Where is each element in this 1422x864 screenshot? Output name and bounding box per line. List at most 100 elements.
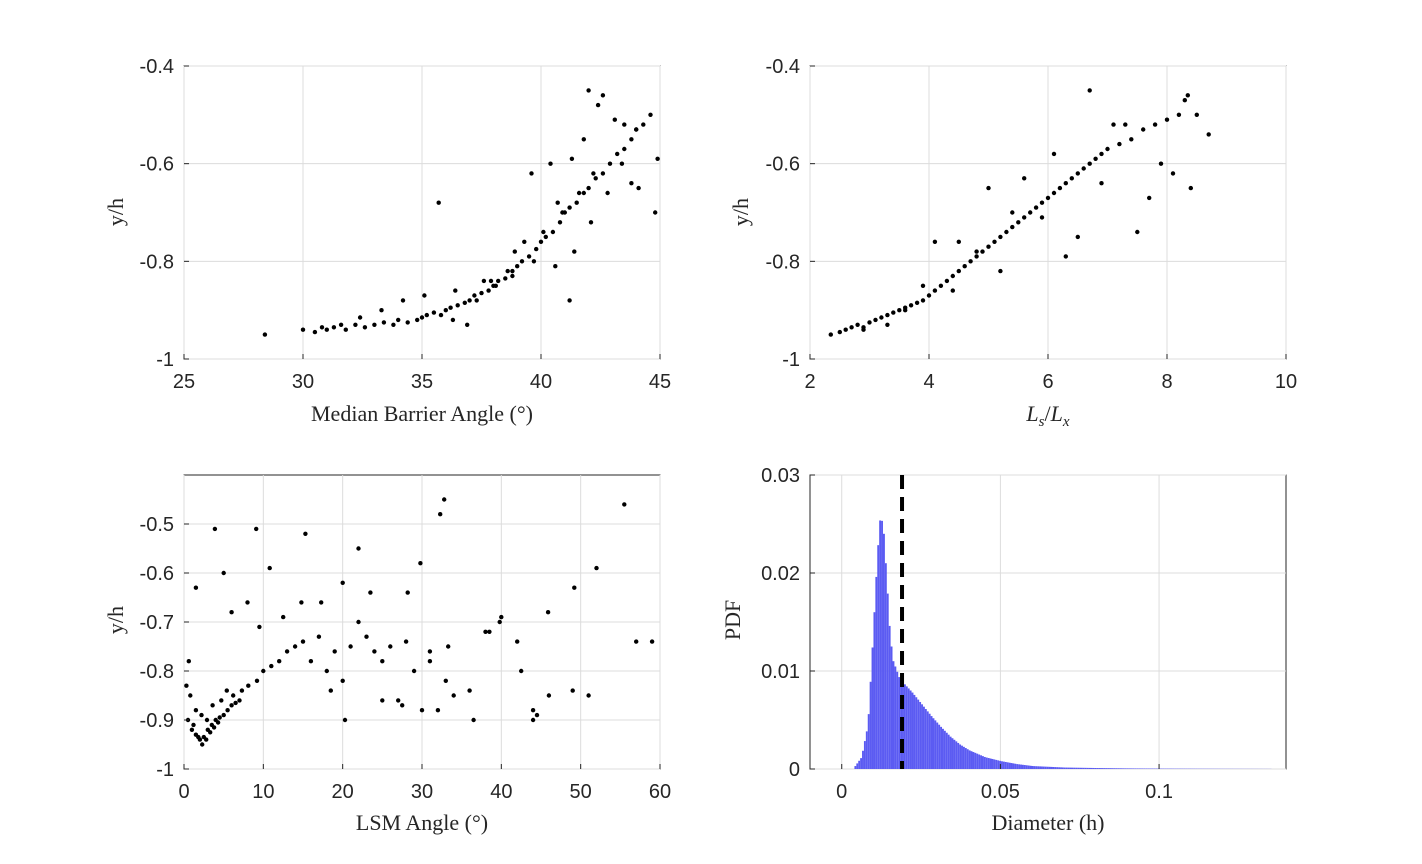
scatter-point (543, 234, 548, 240)
scatter-point (237, 698, 242, 703)
scatter-point (340, 580, 345, 585)
scatter-point (534, 246, 539, 252)
scatter-point (622, 502, 627, 507)
histogram-bar (879, 520, 882, 769)
histogram-bar (922, 706, 925, 769)
histogram-bar (1120, 768, 1123, 769)
histogram-bar (1117, 768, 1120, 769)
histogram-bar (882, 533, 885, 769)
scatter-point (1063, 181, 1069, 186)
histogram-bar (974, 752, 977, 769)
histogram-bar (985, 757, 988, 769)
x-tick-label: 4 (923, 371, 934, 393)
scatter-point (849, 325, 854, 330)
histogram-bar (1004, 761, 1007, 769)
scatter-point (653, 210, 658, 215)
scatter-point (239, 688, 245, 693)
scatter-point (465, 322, 470, 327)
scatter-point (586, 693, 591, 698)
scatter-point (553, 264, 558, 269)
histogram-bar (964, 748, 967, 769)
scatter-point (1063, 254, 1069, 259)
scatter-point (1176, 112, 1182, 118)
panel-median-barrier-angle: 25 30 35 40 45 -1 -0.8 -0.6 -0.4 Median Barrier … (103, 56, 671, 426)
scatter-point (1051, 190, 1057, 196)
x-tick-label: 0 (836, 781, 847, 803)
scatter-point (319, 325, 325, 330)
y-tick-label: -1 (156, 349, 174, 371)
y-tick-label: -0.8 (140, 251, 174, 273)
scatter-point (974, 254, 979, 259)
histogram-bar (888, 625, 891, 769)
scatter-point (1039, 200, 1045, 205)
scatter-point (992, 239, 997, 244)
histogram-bar (1119, 768, 1121, 769)
scatter-point (1087, 88, 1092, 93)
y-tick-label: -0.6 (766, 154, 800, 176)
scatter-point (1093, 156, 1098, 161)
scatter-point (357, 315, 363, 320)
scatter-point (1141, 127, 1146, 132)
scatter-point (196, 734, 201, 740)
histogram-bar (983, 756, 986, 769)
scatter-point (629, 137, 634, 142)
histogram-bar (1046, 766, 1049, 769)
scatter-point (619, 161, 625, 166)
scatter-point (292, 644, 298, 649)
scatter-point (493, 283, 498, 288)
scatter-points (262, 88, 660, 337)
scatter-point (519, 668, 524, 674)
y-tick-label: 0.03 (761, 465, 800, 487)
scatter-point (503, 276, 508, 281)
histogram-bar (962, 746, 965, 769)
histogram-bar (1012, 763, 1015, 769)
scatter-point (560, 210, 565, 215)
histogram-bar (1060, 767, 1062, 769)
scatter-point (1075, 234, 1081, 240)
scatter-point (299, 600, 304, 605)
histogram-bar (978, 754, 981, 769)
scatter-point (229, 703, 234, 708)
histogram-bar (1029, 765, 1032, 769)
x-tick-label: 40 (530, 371, 552, 393)
scatter-point (950, 273, 955, 279)
histogram-bar (955, 741, 958, 769)
scatter-point (1016, 220, 1021, 225)
histogram-bar (991, 758, 994, 769)
scatter-point (362, 325, 368, 330)
histogram-bar (875, 576, 878, 769)
histogram-bar (909, 690, 912, 769)
histogram-bar (858, 760, 861, 769)
histogram-bar (863, 741, 866, 769)
scatter-point (199, 712, 204, 718)
scatter-point (257, 624, 262, 630)
histogram-bar (1006, 762, 1009, 769)
scatter-point (224, 688, 229, 693)
scatter-point (319, 600, 324, 605)
scatter-point (451, 693, 456, 698)
x-tick-label: 0 (178, 781, 189, 803)
scatter-point (1099, 181, 1104, 186)
histogram-bar (881, 520, 883, 769)
scatter-point (486, 288, 491, 293)
scatter-point (1081, 166, 1086, 171)
scatter-point (254, 678, 260, 683)
scatter-point (411, 668, 417, 674)
scatter-point (607, 161, 613, 166)
histogram-bar (915, 697, 918, 769)
x-tick-label: 10 (1275, 371, 1297, 393)
scatter-point (396, 317, 401, 323)
scatter-point (530, 717, 536, 723)
scatter-point (1028, 210, 1033, 215)
scatter-point (431, 310, 437, 315)
x-tick-label: 50 (570, 781, 592, 803)
histogram-bar (1081, 767, 1083, 769)
scatter-point (1004, 229, 1009, 235)
x-axis-label: Diameter (h) (992, 810, 1105, 835)
scatter-point (474, 298, 479, 303)
scatter-point (219, 698, 224, 703)
scatter-point (1206, 132, 1211, 137)
histogram-bar (947, 734, 950, 769)
scatter-point (442, 497, 447, 502)
